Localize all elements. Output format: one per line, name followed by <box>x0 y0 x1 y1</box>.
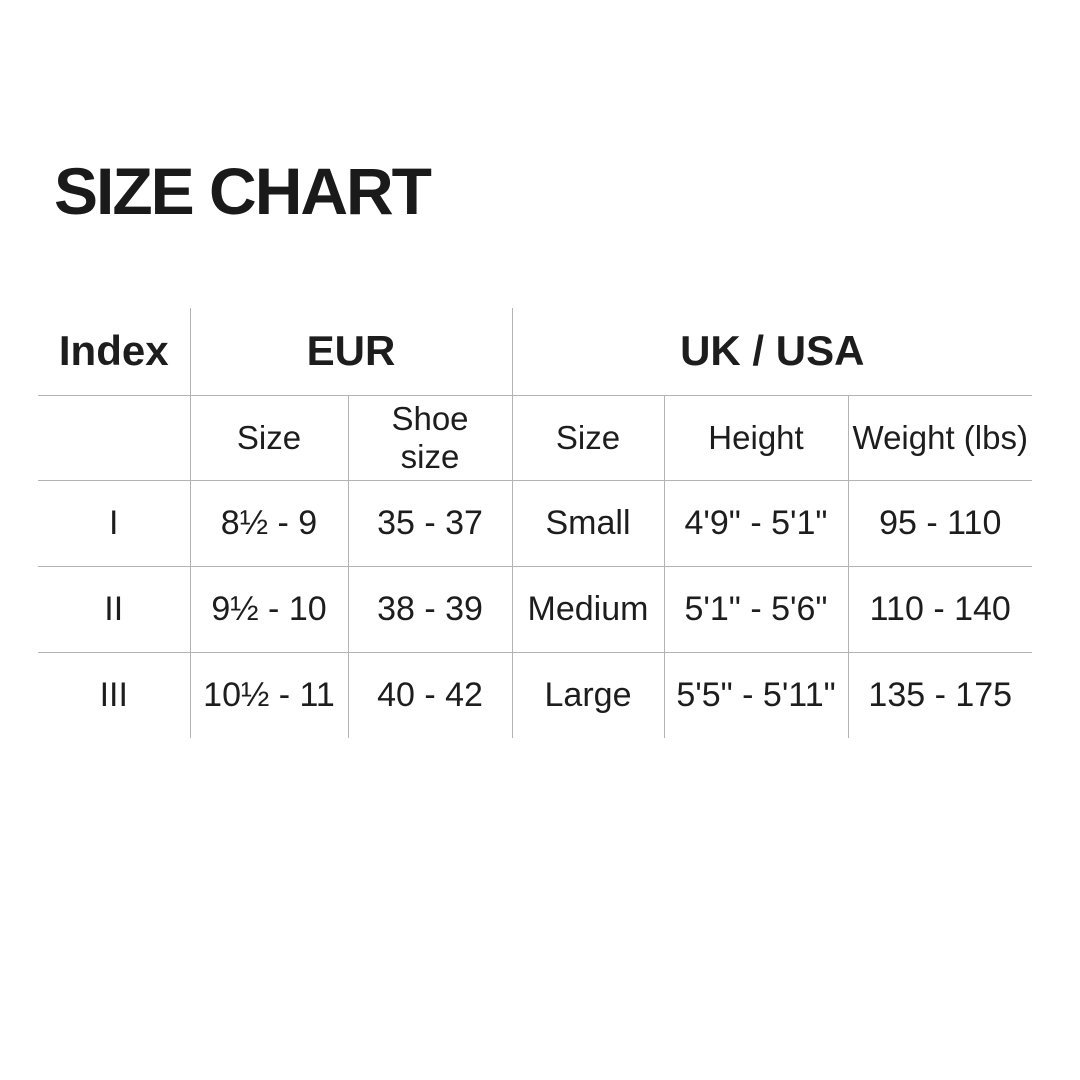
row-1-eur-shoe-size: 35 - 37 <box>348 480 513 567</box>
sub-header-empty <box>38 395 191 481</box>
row-2-eur-shoe-size: 38 - 39 <box>348 566 513 653</box>
row-3-index: III <box>38 652 191 738</box>
sub-header-uk-height: Height <box>664 395 849 481</box>
row-2-index: II <box>38 566 191 653</box>
row-1-uk-weight: 95 - 110 <box>848 480 1033 567</box>
row-3-uk-weight: 135 - 175 <box>868 675 1013 714</box>
row-1-index: I <box>38 480 191 567</box>
table-row-3: III 10½ - 11 40 - 42 Large 5'5" - 5'11" … <box>38 652 1032 738</box>
page-title: SIZE CHART <box>54 154 432 228</box>
sub-header-eur-size: Size <box>190 395 349 481</box>
row-2-eur-size: 9½ - 10 <box>190 566 349 653</box>
table-row-2: II 9½ - 10 38 - 39 Medium 5'1" - 5'6" 11… <box>38 566 1033 653</box>
sub-header-uk-size: Size <box>512 395 665 481</box>
table-row-1: I 8½ - 9 35 - 37 Small 4'9" - 5'1" 95 - … <box>38 480 1033 567</box>
group-header-eur: EUR <box>190 308 513 396</box>
row-3-uk-size: Large <box>512 652 665 738</box>
sub-header-uk-weight: Weight (lbs) <box>848 395 1033 481</box>
sub-header-eur-shoe-size-label: Shoe size <box>391 399 469 475</box>
size-chart-table: Index EUR UK / USA Size Shoe size Size H… <box>38 308 1033 738</box>
row-3-uk-height: 5'5" - 5'11" <box>664 652 849 738</box>
row-3-eur-size: 10½ - 11 <box>190 652 349 738</box>
sub-header-eur-shoe-size: Shoe size <box>348 395 513 481</box>
row-2-uk-size: Medium <box>512 566 665 653</box>
sub-header-row: Size Shoe size Size Height Weight (lbs) <box>38 395 1033 481</box>
group-header-uk-usa: UK / USA <box>512 308 1033 396</box>
group-header-index: Index <box>38 308 191 396</box>
row-1-uk-height: 4'9" - 5'1" <box>664 480 849 567</box>
row-1-uk-size: Small <box>512 480 665 567</box>
row-1-eur-size: 8½ - 9 <box>190 480 349 567</box>
row-2-uk-height: 5'1" - 5'6" <box>664 566 849 653</box>
group-header-row: Index EUR UK / USA <box>38 308 1033 396</box>
row-2-uk-weight: 110 - 140 <box>848 566 1033 653</box>
row-3-eur-shoe-size: 40 - 42 <box>348 652 513 738</box>
